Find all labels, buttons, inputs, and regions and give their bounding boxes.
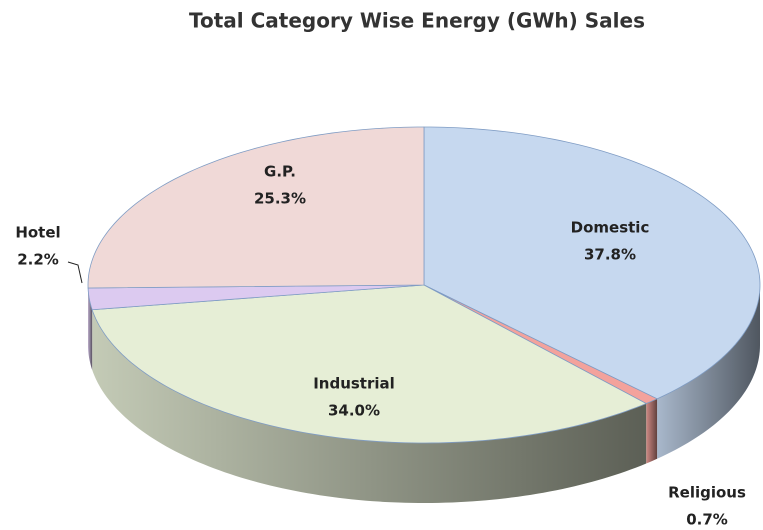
data-label-name: Industrial bbox=[313, 375, 395, 393]
data-label-name: Religious bbox=[668, 484, 746, 502]
side-shade bbox=[92, 309, 647, 503]
slice bbox=[423, 126, 761, 400]
data-label-value: 34.0% bbox=[328, 402, 380, 420]
side-shade bbox=[646, 398, 658, 464]
data-label-name: G.P. bbox=[264, 163, 296, 181]
chart-title: Total Category Wise Energy (GWh) Sales bbox=[189, 9, 645, 33]
data-label-value: 0.7% bbox=[686, 511, 728, 529]
data-label-value: 2.2% bbox=[17, 251, 59, 269]
slice bbox=[87, 284, 425, 311]
side-shade bbox=[657, 285, 760, 459]
data-label-value: 37.8% bbox=[584, 246, 636, 264]
slice bbox=[91, 284, 648, 444]
leader-line bbox=[67, 261, 83, 284]
data-label-name: Hotel bbox=[15, 224, 60, 242]
data-label-value: 25.3% bbox=[254, 190, 306, 208]
side-shade bbox=[88, 287, 93, 370]
data-label-name: Domestic bbox=[571, 219, 650, 237]
slice bbox=[87, 126, 425, 289]
